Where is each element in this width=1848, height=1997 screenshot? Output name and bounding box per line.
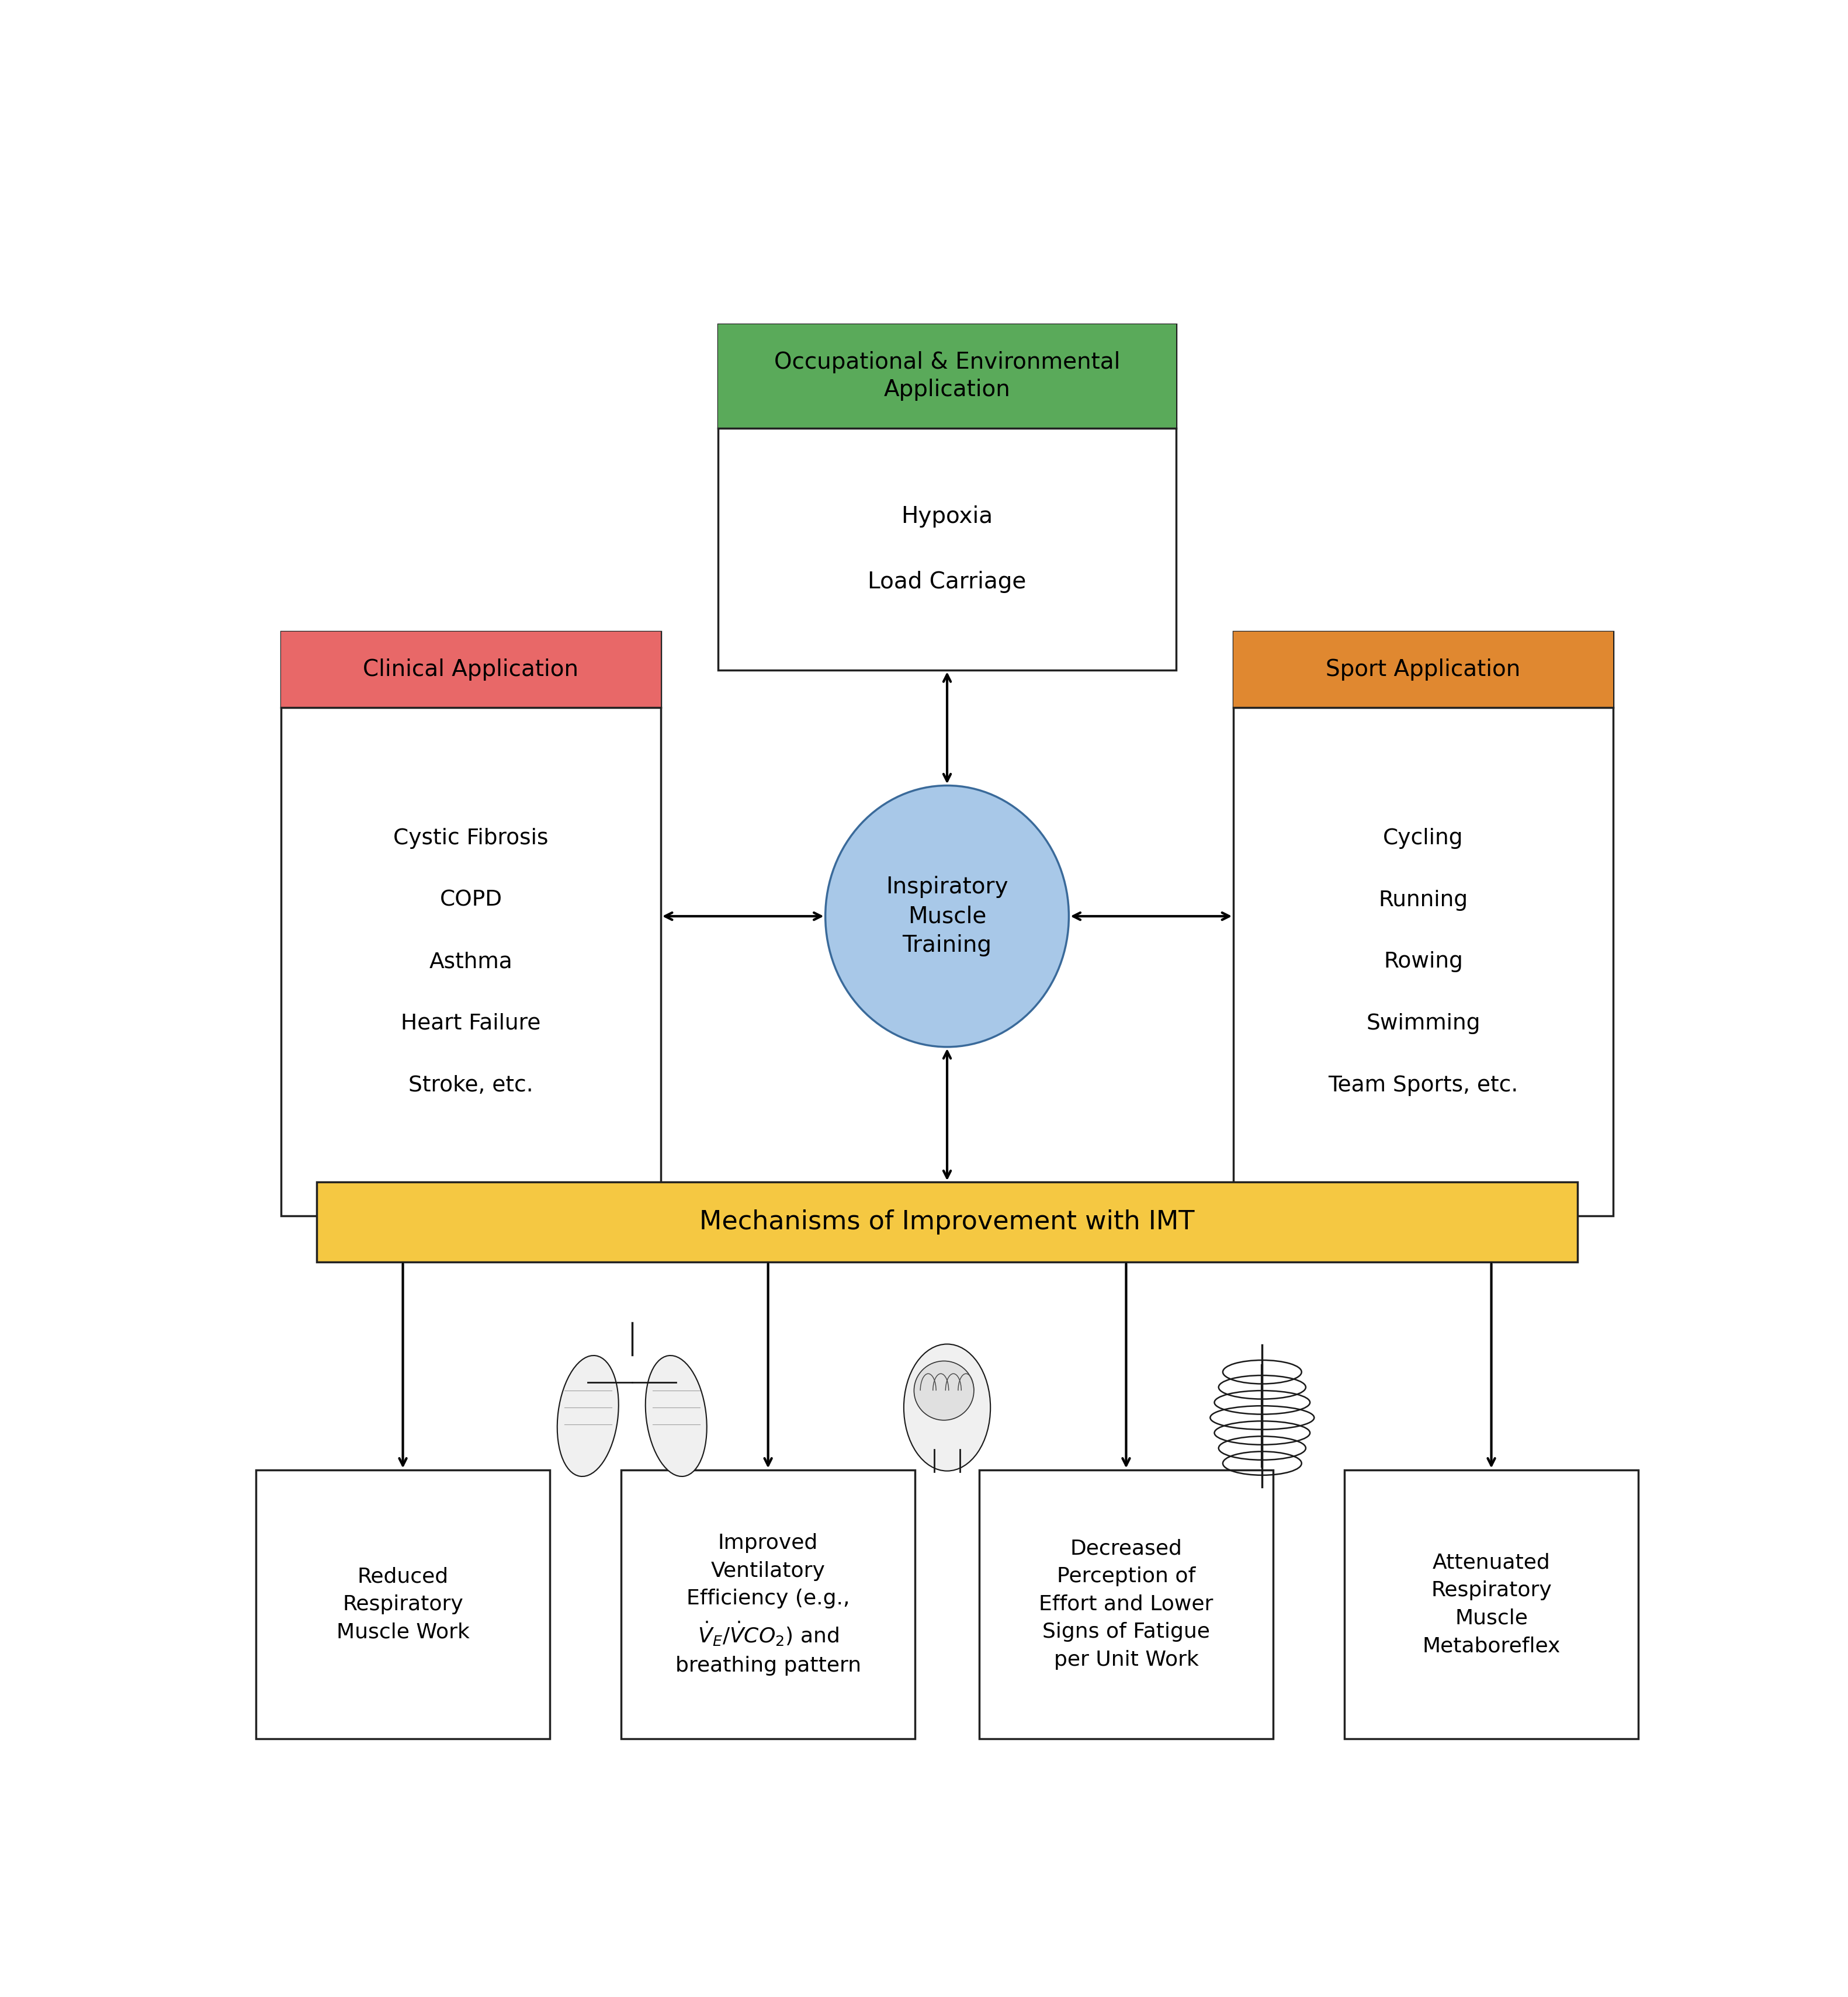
Ellipse shape	[915, 1362, 974, 1420]
Bar	[621, 1470, 915, 1739]
Text: Inspiratory
Muscle
Training: Inspiratory Muscle Training	[885, 877, 1009, 957]
Text: Decreased
Perception of
Effort and Lower
Signs of Fatigue
per Unit Work: Decreased Perception of Effort and Lower…	[1039, 1540, 1214, 1669]
Bar	[281, 631, 662, 707]
Text: Mechanisms of Improvement with IMT: Mechanisms of Improvement with IMT	[700, 1210, 1194, 1234]
Bar	[281, 631, 662, 1216]
Bar	[257, 1470, 549, 1739]
Text: Attenuated
Respiratory
Muscle
Metaboreflex: Attenuated Respiratory Muscle Metaborefl…	[1423, 1554, 1560, 1656]
Text: Sport Application: Sport Application	[1327, 659, 1521, 681]
Ellipse shape	[558, 1356, 619, 1476]
Bar	[1234, 631, 1613, 707]
Text: Occupational & Environmental
Application: Occupational & Environmental Application	[774, 351, 1120, 401]
Text: Cycling

Running

Rowing

Swimming

Team Sports, etc.: Cycling Running Rowing Swimming Team Spo…	[1329, 829, 1519, 1096]
Text: Improved
Ventilatory
Efficiency (e.g.,
$\dot{V}_{E}/\dot{V}CO_{2}$) and
breathin: Improved Ventilatory Efficiency (e.g., $…	[675, 1534, 861, 1675]
Text: Reduced
Respiratory
Muscle Work: Reduced Respiratory Muscle Work	[336, 1568, 469, 1642]
Bar	[979, 1470, 1273, 1739]
Bar	[1234, 631, 1613, 1216]
Text: Clinical Application: Clinical Application	[362, 659, 578, 681]
Text: Hypoxia

Load Carriage: Hypoxia Load Carriage	[869, 505, 1026, 593]
Ellipse shape	[645, 1356, 706, 1476]
Bar	[318, 1182, 1578, 1262]
Circle shape	[826, 785, 1068, 1046]
Text: Cystic Fibrosis

COPD

Asthma

Heart Failure

Stroke, etc.: Cystic Fibrosis COPD Asthma Heart Failur…	[394, 829, 549, 1096]
Bar	[1345, 1470, 1637, 1739]
Bar	[717, 324, 1177, 671]
Ellipse shape	[904, 1344, 991, 1472]
Bar	[717, 324, 1177, 427]
